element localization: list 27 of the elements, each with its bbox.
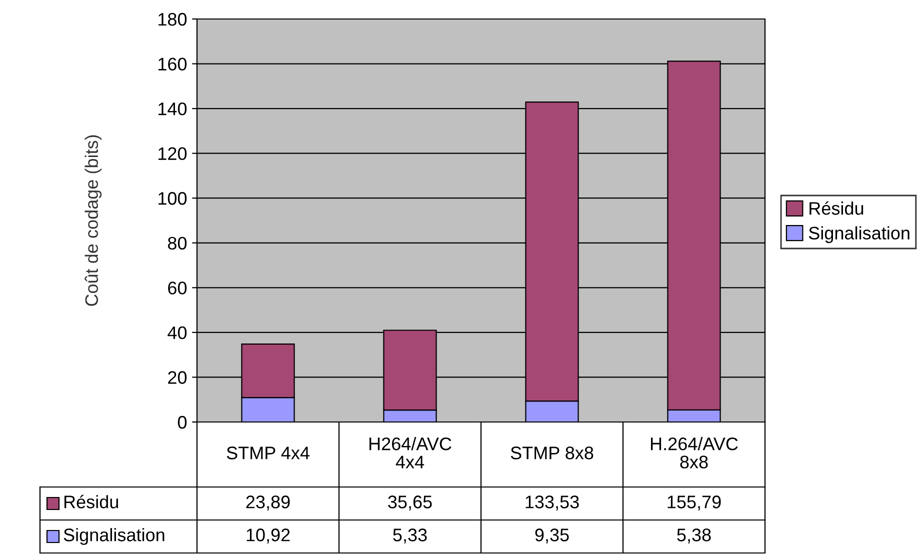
y-tick-label: 160 <box>158 58 187 70</box>
y-tick-label: 80 <box>168 236 187 250</box>
y-tick-label: 20 <box>168 371 187 384</box>
x-tick-label: STMP 8x8 <box>510 446 594 460</box>
y-tick-label: 40 <box>168 326 187 340</box>
y-axis-title: Coût de codage (bits) <box>84 135 102 306</box>
data-label: 10,92 <box>246 528 290 544</box>
data-label: 133,53 <box>526 496 579 510</box>
x-tick-label: H264/AVC 4x4 <box>369 437 452 468</box>
y-tick-label: 60 <box>168 282 187 294</box>
data-label: 23,89 <box>246 496 290 510</box>
text: Signalisation <box>808 226 910 244</box>
legend-label: Résidu <box>810 201 864 215</box>
data-label: 35,65 <box>388 496 432 510</box>
y-tick-label: 140 <box>158 102 187 116</box>
x-tick-label: STMP 4x4 <box>226 446 310 460</box>
data-label: 9,35 <box>535 528 569 544</box>
x-tick-label: H.264/AVC 8x8 <box>650 437 738 468</box>
data-label: 5,38 <box>677 528 711 544</box>
y-tick-label: 120 <box>158 147 187 160</box>
y-tick-label: 100 <box>158 192 187 205</box>
text: Résidu <box>64 494 118 508</box>
data-label: 5,33 <box>393 528 427 544</box>
legend-label: Signalisation <box>64 528 164 545</box>
data-label: 155,79 <box>668 496 721 510</box>
y-tick-label: 0 <box>178 416 187 429</box>
y-tick-label: 180 <box>158 12 187 26</box>
